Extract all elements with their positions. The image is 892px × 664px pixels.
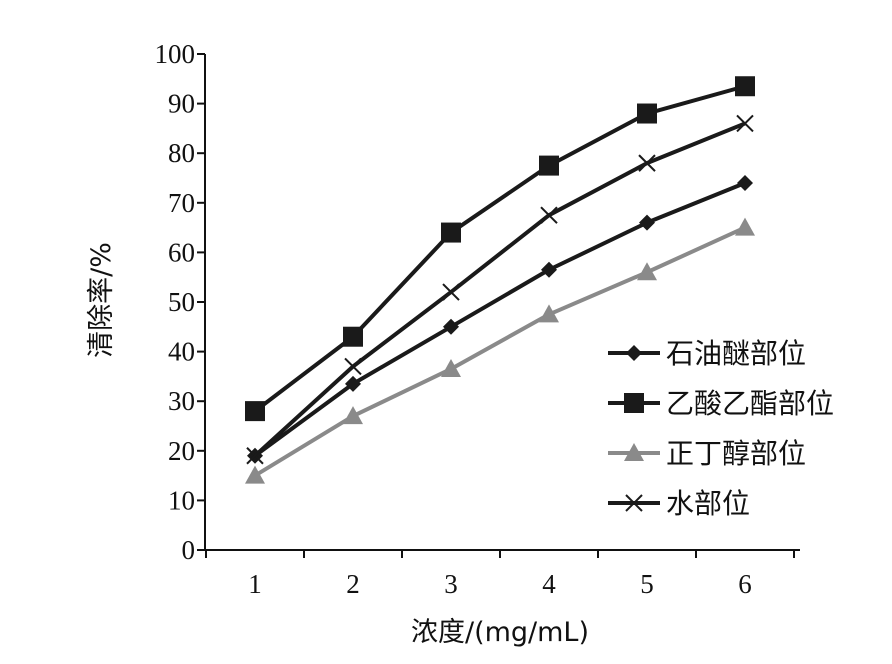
data-point [637, 262, 657, 281]
data-point [638, 154, 656, 172]
data-point [441, 222, 461, 243]
y-tick-label: 30 [168, 386, 195, 416]
y-tick-label: 90 [168, 89, 195, 119]
x-axis-title: 浓度/(mg/mL) [411, 617, 589, 648]
data-point [442, 283, 460, 301]
series-4 [246, 114, 754, 465]
legend-label: 石油醚部位 [666, 337, 806, 370]
series-line [253, 121, 746, 458]
x-marker-stroke [540, 206, 558, 224]
legend-marker [625, 494, 643, 512]
data-point [541, 261, 557, 278]
data-point [443, 318, 459, 335]
legend-item: 正丁醇部位 [608, 437, 806, 470]
y-axis-title: 清除率/% [86, 242, 117, 358]
y-tick-label: 100 [155, 39, 196, 69]
data-point [441, 358, 461, 377]
x-tick-label: 4 [542, 569, 556, 599]
legend-marker [624, 393, 644, 413]
series-group [245, 76, 755, 484]
x-marker-stroke [625, 494, 643, 512]
y-tick-label: 0 [182, 535, 196, 565]
legend-marker [624, 443, 644, 461]
data-point [246, 447, 264, 465]
data-point [245, 465, 265, 484]
y-tick-label: 70 [168, 188, 195, 218]
y-tick-label: 80 [168, 138, 195, 168]
data-point [735, 76, 755, 97]
y-tick-label: 60 [168, 237, 195, 267]
x-marker-stroke [442, 283, 460, 301]
data-point [737, 174, 753, 191]
legend-item: 石油醚部位 [608, 337, 806, 370]
data-point [639, 214, 655, 231]
data-point [540, 206, 558, 224]
data-point [539, 304, 559, 323]
data-point [343, 326, 363, 347]
series-line [253, 84, 746, 413]
y-tick-label: 40 [168, 337, 195, 367]
series-2 [245, 76, 755, 422]
x-tick-label: 5 [640, 569, 654, 599]
series-line [253, 181, 746, 458]
data-point [344, 357, 362, 376]
series-3 [245, 217, 755, 484]
data-point [343, 406, 363, 425]
data-point [345, 375, 361, 392]
x-marker-stroke [736, 114, 754, 133]
legend-label: 乙酸乙酯部位 [666, 387, 834, 420]
x-marker-stroke [246, 447, 264, 465]
series-line [253, 225, 746, 478]
legend-marker [626, 345, 642, 361]
legend-item: 水部位 [608, 487, 750, 520]
legend-item: 乙酸乙酯部位 [608, 387, 834, 420]
x-marker-stroke [638, 154, 656, 172]
axes [204, 54, 800, 551]
y-tick-label: 20 [168, 436, 195, 466]
x-ticks: 1 2 3 4 5 6 [205, 550, 795, 599]
x-tick-label: 6 [738, 569, 752, 599]
data-point [245, 401, 265, 422]
data-point [736, 114, 754, 133]
data-point [735, 217, 755, 236]
data-point [637, 103, 657, 124]
x-tick-label: 3 [444, 569, 458, 599]
x-tick-label: 2 [346, 569, 360, 599]
legend-label: 水部位 [666, 487, 750, 520]
x-tick-label: 1 [248, 569, 262, 599]
y-tick-label: 50 [168, 287, 195, 317]
series-1 [247, 174, 753, 464]
x-marker-stroke [344, 357, 362, 376]
y-ticks: 0 10 20 30 40 50 60 70 80 90 100 [155, 39, 205, 565]
y-tick-label: 10 [168, 485, 195, 515]
data-point [539, 155, 559, 176]
legend-label: 正丁醇部位 [666, 437, 806, 470]
